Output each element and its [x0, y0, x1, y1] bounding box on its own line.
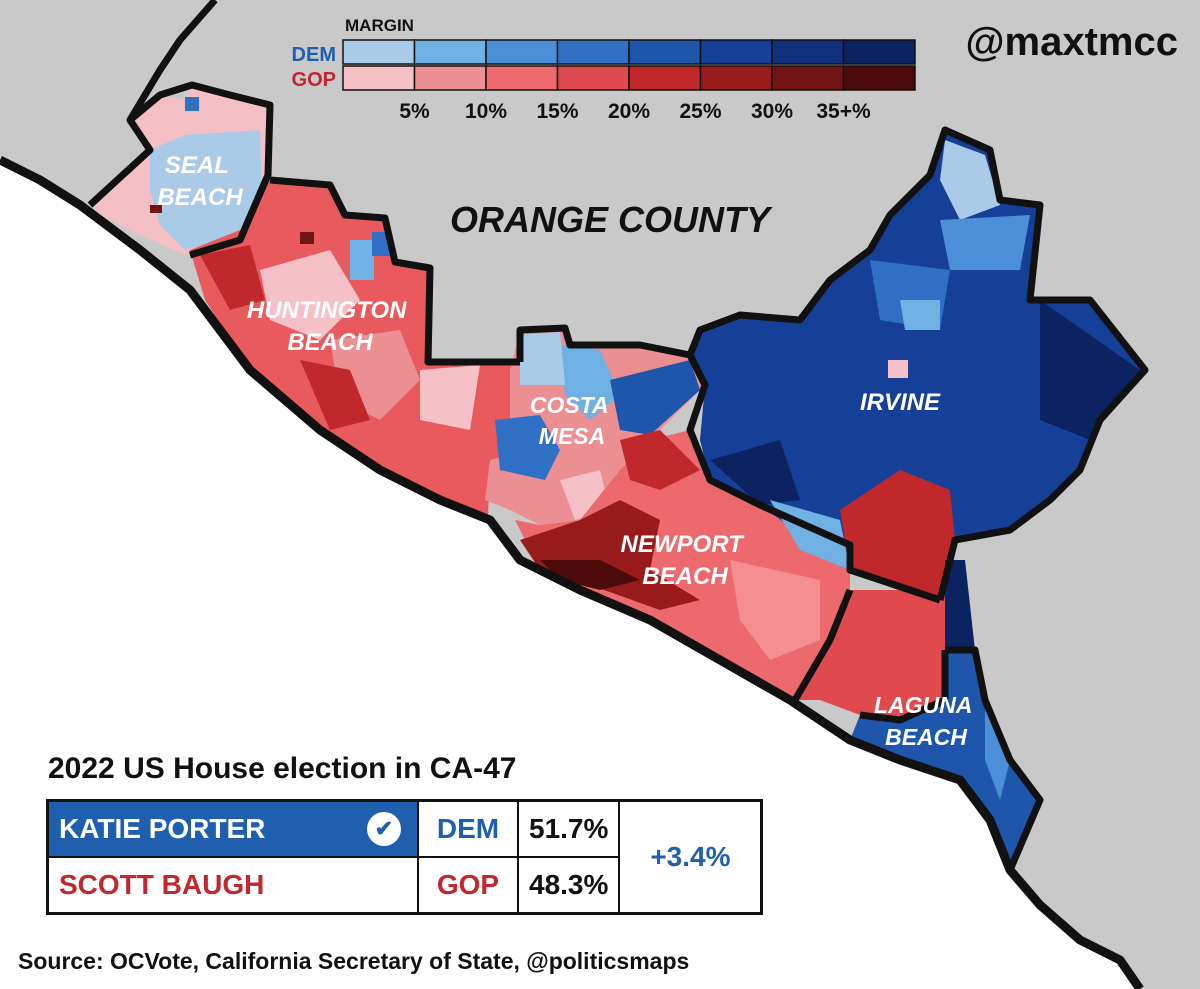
legend-gop-swatch: [771, 65, 845, 91]
legend-gop-swatch: [842, 65, 916, 91]
costa-mesa-light: [520, 332, 565, 385]
costa-mesa-label: COSTA MESA: [530, 392, 614, 449]
seal-beach-label: SEAL BEACH: [157, 152, 243, 211]
dem-candidate-cell: KATIE PORTER ✔: [46, 799, 419, 858]
seal-beach-dem-area: [150, 130, 262, 250]
results-title: 2022 US House election in CA-47: [48, 752, 517, 785]
legend-dem-swatch: [556, 39, 630, 65]
table-row: KATIE PORTER ✔ DEM 51.7% +3.4%: [46, 799, 763, 915]
margin-legend: MARGIN DEM GOP 5% 10% 15% 20% 25% 30% 35+%: [292, 16, 916, 123]
table-row: SCOTT BAUGH GOP 48.3%: [46, 856, 762, 915]
legend-tick-label: 30%: [751, 100, 793, 123]
seal-beach-precinct: [185, 97, 199, 111]
gop-party-label: GOP: [417, 856, 519, 915]
dem-candidate-name: KATIE PORTER: [59, 813, 266, 844]
legend-dem-swatch: [699, 39, 773, 65]
newport-beach-dark: [520, 500, 700, 610]
laguna-beach-region: [850, 650, 1040, 870]
south-gop-region: [795, 540, 960, 720]
east-coast-light: [985, 700, 1010, 800]
results-table: KATIE PORTER ✔ DEM 51.7% +3.4% SCOTT BAU…: [46, 799, 764, 915]
irvine-light: [940, 215, 1030, 270]
legend-title: MARGIN: [345, 16, 414, 35]
legend-dem-swatch: [485, 39, 559, 65]
dem-percent: 51.7%: [516, 799, 621, 858]
costa-mesa-dem-area: [495, 415, 560, 480]
dem-party-label: DEM: [417, 799, 519, 858]
legend-gop-swatch: [556, 65, 630, 91]
irvine-region: [690, 130, 1145, 600]
legend-tick-label: 25%: [679, 100, 721, 123]
legend-tick-label: 20%: [608, 100, 650, 123]
huntington-beach-label: HUNTINGTON BEACH: [247, 297, 413, 356]
county-label: ORANGE COUNTY: [450, 199, 773, 240]
huntington-beach-dark: [200, 245, 265, 310]
legend-gop-swatch: [485, 65, 559, 91]
coastline: [0, 155, 1144, 989]
costa-mesa-dem-area: [610, 360, 700, 435]
gop-candidate-name: SCOTT BAUGH: [46, 856, 419, 915]
legend-gop-swatch: [699, 65, 773, 91]
irvine-light: [940, 140, 1000, 220]
gop-percent: 48.3%: [516, 856, 621, 915]
legend-dem-swatch: [842, 39, 916, 65]
newport-beach-label: NEWPORT BEACH: [621, 531, 750, 590]
legend-dem-swatch: [342, 39, 416, 65]
costa-mesa-dem-area: [560, 345, 620, 420]
legend-gop-label: GOP: [292, 69, 336, 91]
huntington-beach-dem-precinct: [350, 240, 374, 280]
legend-tick-label: 5%: [399, 100, 430, 123]
legend-tick-label: 15%: [536, 100, 578, 123]
seal-beach-precinct: [150, 205, 162, 213]
irvine-light: [900, 300, 940, 330]
legend-dem-swatch: [413, 39, 487, 65]
irvine-gop: [840, 470, 955, 600]
legend-dem-swatch: [771, 39, 845, 65]
huntington-beach-light: [420, 365, 480, 430]
irvine-label: IRVINE: [860, 389, 941, 416]
source-credit: Source: OCVote, California Secretary of …: [18, 948, 690, 974]
newport-beach-dark: [620, 430, 700, 490]
huntington-beach-precinct: [300, 232, 314, 244]
legend-gop-swatch: [413, 65, 487, 91]
huntington-beach-dem-precinct: [372, 232, 390, 256]
huntington-beach-light: [260, 250, 360, 340]
east-coast-dem: [945, 560, 975, 650]
newport-beach-dark: [540, 560, 640, 590]
irvine-dark: [710, 440, 800, 505]
irvine-gop-precinct: [888, 360, 908, 378]
laguna-beach-label: LAGUNA BEACH: [874, 692, 978, 750]
newport-beach-light: [730, 560, 820, 660]
winning-margin: +3.4%: [618, 799, 763, 915]
legend-tick-label: 35+%: [816, 100, 871, 123]
legend-gop-swatch: [628, 65, 702, 91]
author-handle: @maxtmcc: [965, 20, 1178, 64]
legend-dem-swatch: [628, 39, 702, 65]
huntington-beach-dark: [300, 360, 370, 430]
district-boundary: [87, 0, 1149, 872]
winner-check-icon: ✔: [367, 812, 401, 846]
legend-tick-label: 10%: [465, 100, 507, 123]
legend-gop-swatch: [342, 65, 416, 91]
legend-dem-label: DEM: [292, 44, 336, 66]
